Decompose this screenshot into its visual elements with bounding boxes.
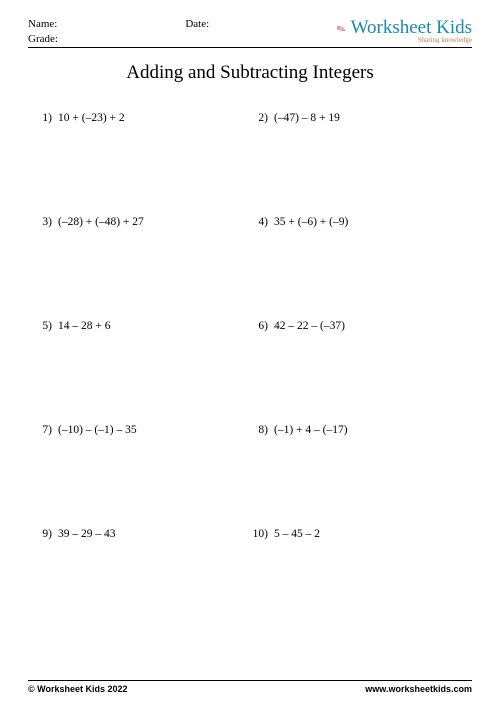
logo-main: Worksheet Kids: [351, 17, 472, 38]
problem-item: 9) 39 – 29 – 43: [34, 528, 250, 540]
problem-expression: 14 – 28 + 6: [58, 320, 111, 332]
problem-expression: 5 – 45 – 2: [274, 528, 320, 540]
problem-expression: 35 + (–6) + (–9): [274, 216, 348, 228]
problem-item: 8) (–1) + 4 – (–17): [250, 424, 466, 436]
problem-number: 7): [34, 424, 52, 436]
header-divider: [28, 47, 472, 48]
name-label: Name:: [28, 18, 57, 30]
problem-expression: (–10) – (–1) – 35: [58, 424, 137, 436]
problem-expression: 42 – 22 – (–37): [274, 320, 345, 332]
date-label: Date:: [185, 18, 209, 30]
footer-copyright: © Worksheet Kids 2022: [28, 684, 128, 694]
logo-sub: Sharing knowledge: [337, 37, 472, 44]
problem-expression: (–47) – 8 + 19: [274, 112, 340, 124]
problem-item: 4) 35 + (–6) + (–9): [250, 216, 466, 228]
problem-number: 3): [34, 216, 52, 228]
problem-expression: (–28) + (–48) + 27: [58, 216, 144, 228]
header-left: Name: Grade:: [28, 18, 58, 45]
footer-divider: [28, 680, 472, 681]
problem-number: 4): [250, 216, 268, 228]
problem-item: 7) (–10) – (–1) – 35: [34, 424, 250, 436]
problem-number: 5): [34, 320, 52, 332]
pencil-icon: ✎: [335, 24, 347, 37]
problem-expression: 10 + (–23) + 2: [58, 112, 125, 124]
page-title: Adding and Subtracting Integers: [28, 62, 472, 84]
problem-expression: (–1) + 4 – (–17): [274, 424, 348, 436]
problem-item: 10) 5 – 45 – 2: [250, 528, 466, 540]
problem-expression: 39 – 29 – 43: [58, 528, 116, 540]
footer-url: www.worksheetkids.com: [365, 684, 472, 694]
header: Name: Grade: Date: ✎ Worksheet Kids Shar…: [28, 18, 472, 45]
problem-item: 6) 42 – 22 – (–37): [250, 320, 466, 332]
problem-item: 3) (–28) + (–48) + 27: [34, 216, 250, 228]
problem-item: 1) 10 + (–23) + 2: [34, 112, 250, 124]
grade-label: Grade:: [28, 33, 58, 45]
problem-number: 9): [34, 528, 52, 540]
problem-number: 10): [250, 528, 268, 540]
footer: © Worksheet Kids 2022 www.worksheetkids.…: [28, 680, 472, 694]
problem-item: 5) 14 – 28 + 6: [34, 320, 250, 332]
logo: ✎ Worksheet Kids Sharing knowledge: [337, 18, 472, 44]
problem-item: 2) (–47) – 8 + 19: [250, 112, 466, 124]
problem-number: 1): [34, 112, 52, 124]
problems-grid: 1) 10 + (–23) + 2 2) (–47) – 8 + 19 3) (…: [28, 112, 472, 540]
problem-number: 2): [250, 112, 268, 124]
problem-number: 8): [250, 424, 268, 436]
problem-number: 6): [250, 320, 268, 332]
